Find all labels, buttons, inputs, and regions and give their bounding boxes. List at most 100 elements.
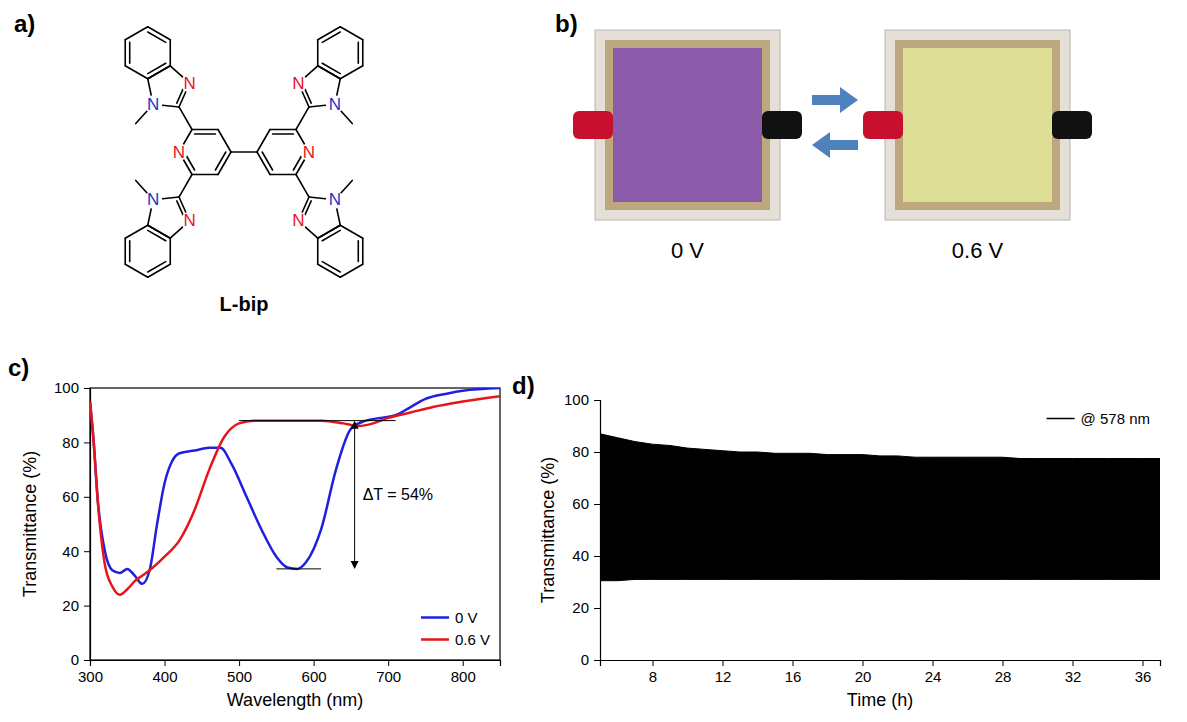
x-tick-mark — [863, 660, 864, 666]
x-axis-title: Time (h) — [847, 690, 913, 710]
bond — [169, 40, 171, 66]
x-tick-mark — [933, 660, 934, 666]
atom-patch — [289, 74, 307, 92]
x-tick-mark — [1003, 660, 1004, 666]
legend: @ 578 nm — [1047, 410, 1150, 427]
double-bond — [195, 133, 216, 135]
x-tick: 28 — [995, 660, 1012, 685]
y-tick: 80 — [572, 443, 600, 460]
y-tick-label: 100 — [564, 391, 589, 408]
x-tick-mark — [239, 660, 240, 666]
x-tick: 16 — [785, 660, 802, 685]
atom-patch — [181, 212, 199, 230]
bond — [124, 40, 126, 66]
y-tick: 100 — [54, 379, 90, 396]
bond — [362, 40, 364, 66]
bond — [296, 175, 309, 198]
y-tick-label: 80 — [62, 434, 79, 451]
plot-frame — [90, 388, 500, 660]
compound-name: L-bip — [220, 293, 269, 315]
x-axis: 812162024283236 — [601, 660, 1161, 685]
atom-patch — [300, 143, 318, 161]
series-line — [90, 396, 500, 595]
x-tick: 400 — [153, 660, 178, 685]
bond — [179, 107, 192, 130]
photo-caption: 0.6 V — [952, 238, 1004, 263]
y-tick: 20 — [572, 599, 600, 616]
x-tick-mark — [653, 660, 654, 666]
panel-letter: d) — [512, 372, 535, 399]
glass — [595, 30, 780, 220]
x-tick-label: 800 — [451, 668, 476, 685]
x-tick: 32 — [1065, 660, 1082, 685]
x-tick-mark — [793, 660, 794, 666]
legend-entry: @ 578 nm — [1047, 410, 1150, 427]
y-tick: 80 — [62, 434, 90, 451]
double-bond — [148, 63, 166, 73]
photo-caption: 0 V — [671, 238, 704, 263]
y-tick-label: 60 — [62, 488, 79, 505]
double-bond — [215, 152, 225, 170]
seal — [605, 40, 770, 210]
y-tick-mark — [594, 660, 600, 661]
double-bond — [129, 42, 131, 63]
x-tick: 300 — [78, 660, 103, 685]
y-axis-title: Transmittance (%) — [538, 457, 558, 603]
bond — [296, 107, 309, 130]
bond — [362, 238, 364, 264]
device-colored — [613, 48, 762, 202]
bond — [125, 27, 148, 40]
clip-red — [573, 111, 613, 139]
bond — [257, 129, 270, 152]
y-tick: 100 — [564, 391, 600, 408]
chart: 300400500600700800020406080100Wavelength… — [20, 379, 501, 710]
x-tick-mark — [165, 660, 166, 666]
x-tick: 24 — [925, 660, 942, 685]
plot-area — [600, 434, 1160, 581]
y-axis: 020406080100 — [54, 379, 91, 668]
y-tick-label: 20 — [62, 597, 79, 614]
annotation-text: ΔT = 54% — [363, 486, 433, 503]
bond — [340, 27, 363, 40]
x-tick: 800 — [451, 660, 476, 685]
bond — [340, 264, 363, 277]
structure: NNNNNNNNNNL-bip — [125, 27, 363, 315]
double-bond — [322, 32, 340, 42]
x-tick-label: 16 — [785, 668, 802, 685]
bond — [192, 174, 218, 176]
atom-label: N — [183, 211, 195, 230]
double-bond — [148, 230, 166, 240]
x-tick-label: 24 — [925, 668, 942, 685]
bond — [125, 225, 148, 238]
y-tick-mark — [84, 660, 90, 661]
double-bond — [322, 262, 340, 272]
clip-black — [762, 111, 802, 139]
y-tick-label: 0 — [581, 651, 589, 668]
photos: 0 V 0.6 V — [573, 30, 1092, 263]
arrow — [826, 140, 858, 150]
x-tick-label: 400 — [153, 668, 178, 685]
y-tick-mark — [84, 497, 90, 498]
x-tick-label: 12 — [715, 668, 732, 685]
x-tick-mark — [723, 660, 724, 666]
photo: 0 V — [573, 30, 802, 263]
annotation-arrow — [354, 428, 355, 562]
x-tick-label: 32 — [1065, 668, 1082, 685]
legend-entry: 0.6 V — [421, 631, 490, 648]
x-axis-line — [601, 661, 1161, 667]
y-tick: 40 — [572, 547, 600, 564]
panel-letter: c) — [8, 354, 29, 381]
y-axis-title: Transmittance (%) — [20, 451, 40, 597]
bond — [340, 225, 363, 238]
x-tick-mark — [314, 660, 315, 666]
y-tick-mark — [594, 400, 600, 401]
bond — [218, 129, 231, 152]
panel-letter: a) — [14, 10, 35, 37]
x-tick: 8 — [649, 660, 657, 685]
annotation: ΔT = 54% — [239, 421, 433, 569]
atom-patch — [181, 74, 199, 92]
x-tick-mark — [1073, 660, 1074, 666]
legend-label: @ 578 nm — [1081, 410, 1150, 427]
x-tick: 12 — [715, 660, 732, 685]
double-bond — [148, 262, 166, 272]
